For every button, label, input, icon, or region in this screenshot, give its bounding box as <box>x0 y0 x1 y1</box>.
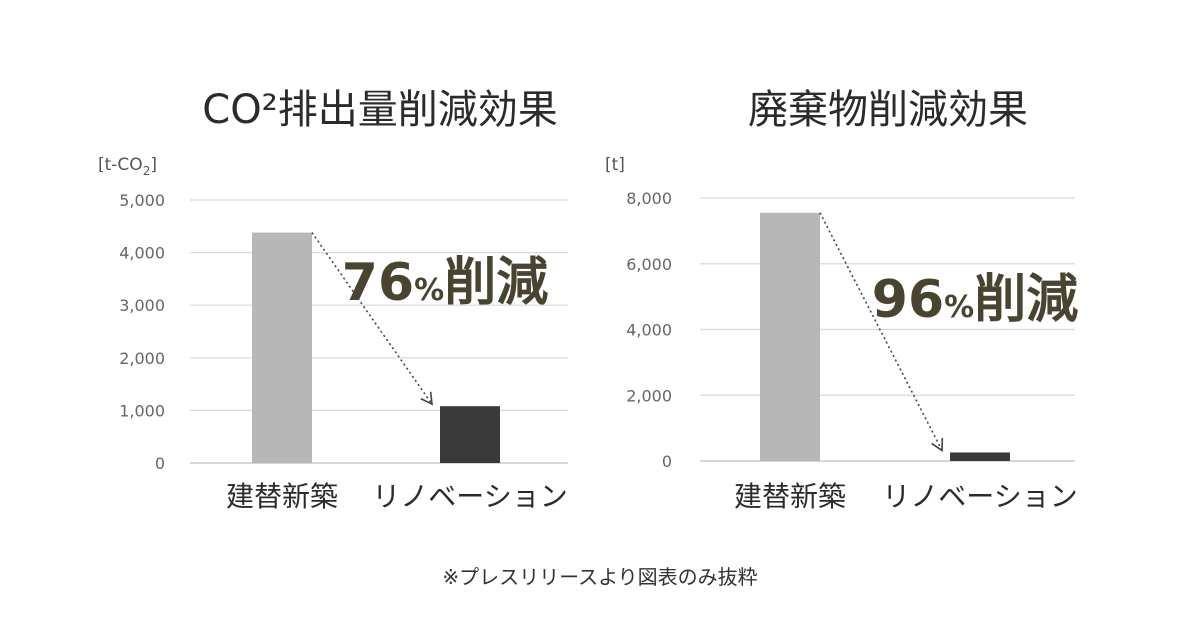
chart2-reduction-label: 96%削減 <box>872 270 1078 330</box>
chart1-y-tick-label: 2,000 <box>119 349 165 368</box>
chart1-y-tick-label: 5,000 <box>119 191 165 210</box>
chart1-unit-label: [t-CO2] <box>98 155 157 178</box>
chart1-y-tick-label: 0 <box>155 454 165 473</box>
chart1-y-tick-label: 1,000 <box>119 401 165 420</box>
chart-marks: 0 1,000 2,000 3,000 4,000 5,000 建替新築 リノベーション 0 2,… <box>119 189 1078 513</box>
chart1-title: CO²排出量削減効果 <box>202 87 557 133</box>
chart2-category-label: リノベーション <box>882 480 1077 513</box>
chart2-reduction-arrow <box>819 212 944 452</box>
chart2-y-tick-label: 8,000 <box>626 189 672 208</box>
chart1-category-label: 建替新築 <box>226 480 338 513</box>
chart2-bar-rebuild <box>760 212 820 461</box>
chart1-bar-rebuild <box>252 232 312 463</box>
chart2-y-tick-label: 0 <box>662 452 672 471</box>
footnote: ※プレスリリースより図表のみ抜粋 <box>442 565 757 589</box>
chart2-y-tick-label: 2,000 <box>626 386 672 405</box>
chart2-y-tick-label: 6,000 <box>626 255 672 274</box>
chart2-unit-label: [t] <box>605 155 625 175</box>
chart1-category-label: リノベーション <box>372 480 567 513</box>
chart1-bar-renovation <box>440 406 500 463</box>
chart2-category-label: 建替新築 <box>734 480 846 513</box>
chart1-reduction-label: 76%削減 <box>342 253 548 313</box>
chart1-y-tick-label: 4,000 <box>119 244 165 263</box>
chart1-y-tick-label: 3,000 <box>119 296 165 315</box>
chart2-y-tick-label: 4,000 <box>626 321 672 340</box>
chart2-title: 廃棄物削減効果 <box>748 87 1028 133</box>
chart2-bar-renovation <box>950 452 1010 461</box>
